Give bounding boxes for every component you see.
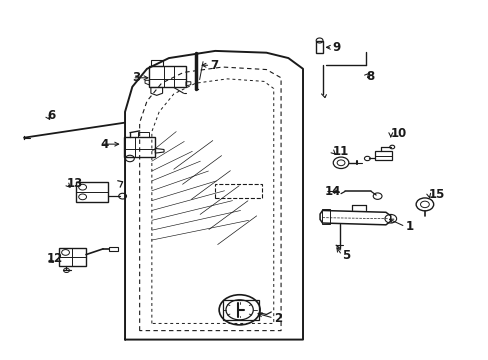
Text: 6: 6 xyxy=(47,109,55,122)
Bar xyxy=(151,59,163,66)
Text: 3: 3 xyxy=(132,71,140,84)
Text: 9: 9 xyxy=(331,41,340,54)
Bar xyxy=(316,41,323,53)
Bar xyxy=(321,210,330,224)
Text: 8: 8 xyxy=(366,69,374,82)
Bar xyxy=(59,248,86,266)
Text: 1: 1 xyxy=(405,220,413,233)
Text: 4: 4 xyxy=(101,138,109,150)
Text: 13: 13 xyxy=(66,177,82,190)
Bar xyxy=(109,247,118,251)
Text: 12: 12 xyxy=(47,252,63,265)
Text: 15: 15 xyxy=(428,188,444,201)
Bar xyxy=(138,132,149,137)
Text: 11: 11 xyxy=(331,145,348,158)
Bar xyxy=(76,182,108,202)
Bar xyxy=(215,184,261,198)
Bar xyxy=(123,137,155,157)
Bar xyxy=(374,151,391,160)
Bar xyxy=(222,300,259,320)
Text: 7: 7 xyxy=(210,59,218,72)
Text: 5: 5 xyxy=(341,249,349,262)
Text: 10: 10 xyxy=(390,127,406,140)
Bar xyxy=(149,66,185,87)
Text: 2: 2 xyxy=(273,311,281,325)
Text: 14: 14 xyxy=(325,185,341,198)
